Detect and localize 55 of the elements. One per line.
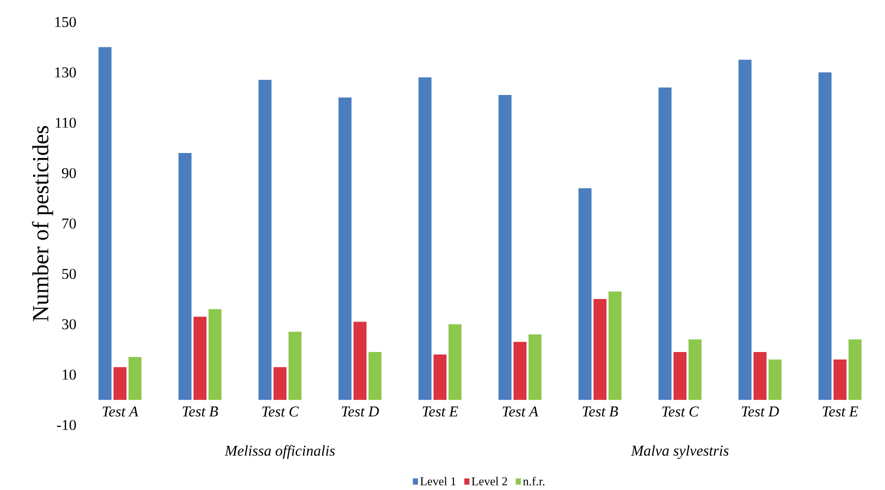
bar bbox=[594, 299, 607, 400]
y-tick-label: 70 bbox=[62, 218, 76, 229]
bar bbox=[674, 352, 687, 400]
bar bbox=[274, 367, 287, 400]
bar bbox=[738, 60, 752, 400]
bar bbox=[354, 322, 367, 400]
x-tick-label: Test D bbox=[742, 406, 779, 416]
text: Melissa officinalis bbox=[224, 445, 335, 459]
y-tick-label: 10 bbox=[62, 370, 76, 380]
bar bbox=[288, 332, 302, 400]
y-tick-label: 30 bbox=[62, 319, 76, 330]
x-tick-label: Test C bbox=[262, 406, 299, 417]
bar bbox=[368, 352, 382, 400]
legend-label: Level 1 bbox=[420, 476, 456, 486]
bar bbox=[258, 80, 272, 400]
bar bbox=[688, 339, 702, 400]
legend-label: Level 2 bbox=[472, 476, 508, 486]
bar bbox=[834, 360, 847, 400]
y-tick-label: 110 bbox=[56, 118, 76, 128]
x-tick-label: Test E bbox=[422, 406, 458, 416]
bar bbox=[848, 339, 862, 400]
bar bbox=[114, 367, 126, 400]
bar bbox=[498, 95, 512, 400]
x-tick-label: Test B bbox=[182, 406, 218, 416]
bar bbox=[434, 354, 447, 400]
bar bbox=[528, 334, 542, 400]
y-tick-label: 90 bbox=[62, 168, 76, 178]
bar bbox=[178, 152, 192, 400]
y-tick-label: 150 bbox=[55, 16, 76, 28]
bar bbox=[418, 77, 432, 400]
y-axis-title: Number of pesticides bbox=[32, 126, 54, 322]
y-tick-label: 130 bbox=[55, 67, 76, 78]
bar bbox=[768, 360, 782, 400]
text: Malva sylvestris bbox=[630, 445, 728, 459]
x-tick-label: Test A bbox=[502, 406, 538, 417]
bar bbox=[818, 72, 832, 400]
legend-label: n.f.r. bbox=[523, 476, 544, 486]
bar bbox=[754, 352, 767, 400]
bar bbox=[608, 292, 622, 400]
y-tick-label: 50 bbox=[62, 268, 76, 279]
bar bbox=[194, 316, 207, 400]
bar bbox=[448, 324, 462, 400]
bar bbox=[128, 356, 142, 400]
x-tick-label: Test D bbox=[342, 406, 379, 416]
bar bbox=[514, 342, 527, 400]
x-tick-label: Test E bbox=[822, 406, 858, 416]
bar bbox=[98, 47, 112, 400]
x-tick-label: Test A bbox=[102, 406, 138, 417]
bar bbox=[658, 87, 672, 400]
bar bbox=[338, 98, 352, 400]
x-tick-label: Test B bbox=[582, 406, 618, 416]
bar bbox=[578, 188, 592, 400]
y-tick-label: -10 bbox=[57, 420, 76, 430]
bar bbox=[208, 309, 222, 400]
x-tick-label: Test C bbox=[662, 406, 699, 417]
